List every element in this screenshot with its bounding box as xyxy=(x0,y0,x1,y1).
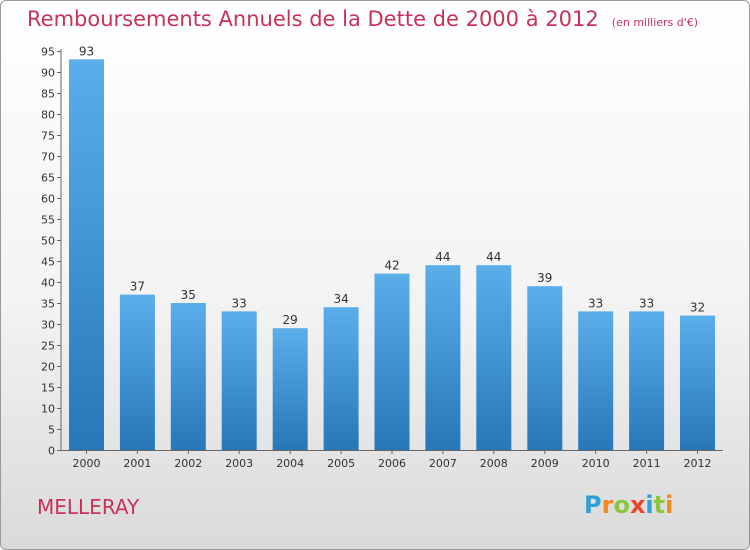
data-label-2002: 35 xyxy=(181,288,196,302)
chart-unit-note: (en milliers d'€) xyxy=(611,16,699,29)
bar-2012 xyxy=(680,315,715,450)
x-tick-label-2001: 2001 xyxy=(123,457,151,470)
x-tick-label-2009: 2009 xyxy=(531,457,559,470)
bar-2006 xyxy=(374,273,410,450)
y-tick-label: 30 xyxy=(41,319,55,332)
y-tick-label: 75 xyxy=(41,130,55,143)
bar-2009 xyxy=(527,286,563,450)
bar-2010 xyxy=(578,311,614,450)
logo-letter: x xyxy=(629,491,646,519)
logo-letter: t xyxy=(653,491,666,519)
logo-letter: r xyxy=(601,491,614,519)
x-tick-label-2011: 2011 xyxy=(633,457,661,470)
x-tick-label-2004: 2004 xyxy=(276,457,304,470)
data-label-2011: 33 xyxy=(639,296,654,310)
y-tick-label: 20 xyxy=(41,361,55,374)
y-tick-label: 10 xyxy=(41,403,55,416)
y-tick-label: 35 xyxy=(41,298,55,311)
y-tick-label: 25 xyxy=(41,340,55,353)
y-tick-label: 70 xyxy=(41,151,55,164)
data-label-2001: 37 xyxy=(130,280,145,294)
chart-title: Remboursements Annuels de la Dette de 20… xyxy=(27,7,698,31)
x-tick-label-2000: 2000 xyxy=(73,457,101,470)
y-tick-label: 65 xyxy=(41,172,55,185)
chart-bars xyxy=(69,59,715,451)
data-label-2006: 42 xyxy=(384,259,399,273)
logo-letter: P xyxy=(584,491,602,519)
x-tick-label-2002: 2002 xyxy=(174,457,202,470)
y-tick-label: 85 xyxy=(41,88,55,101)
bar-2007 xyxy=(425,265,461,450)
logo-letter: i xyxy=(645,491,654,519)
y-tick-label: 5 xyxy=(48,424,55,437)
data-label-2010: 33 xyxy=(588,296,603,310)
data-label-2000: 93 xyxy=(79,44,94,58)
x-tick-label-2007: 2007 xyxy=(429,457,457,470)
data-label-2005: 34 xyxy=(333,292,348,306)
bar-2008 xyxy=(476,265,512,450)
chart-axes: 0 5 10 15 20 25 30 35 40 45 50 55 60 65 70 75 80 85 90 95 20… xyxy=(41,46,723,470)
proxiti-logo: Proxiti xyxy=(584,491,673,519)
data-label-2003: 33 xyxy=(232,296,247,310)
y-tick-label: 0 xyxy=(48,445,55,458)
y-tick-label: 80 xyxy=(41,109,55,122)
y-tick-label: 40 xyxy=(41,277,55,290)
y-tick-label: 90 xyxy=(41,67,55,80)
y-tick-label: 60 xyxy=(41,193,55,206)
y-tick-label: 50 xyxy=(41,235,55,248)
y-tick-label: 95 xyxy=(41,46,55,59)
data-label-2008: 44 xyxy=(486,250,501,264)
data-label-2009: 39 xyxy=(537,271,552,285)
data-label-2012: 32 xyxy=(690,301,705,315)
y-tick-label: 45 xyxy=(41,256,55,269)
y-tick-label: 55 xyxy=(41,214,55,227)
x-tick-label-2012: 2012 xyxy=(684,457,712,470)
logo-letter: o xyxy=(613,491,630,519)
logo-letter: i xyxy=(665,491,674,519)
data-label-2004: 29 xyxy=(283,313,298,327)
bar-2002 xyxy=(170,303,206,450)
x-tick-label-2005: 2005 xyxy=(327,457,355,470)
bar-2003 xyxy=(221,311,257,450)
chart-title-text: Remboursements Annuels de la Dette de 20… xyxy=(27,7,599,31)
data-label-2007: 44 xyxy=(435,250,450,264)
town-name: MELLERAY xyxy=(37,495,140,519)
x-tick-label-2010: 2010 xyxy=(582,457,610,470)
bar-2000 xyxy=(69,59,104,451)
x-tick-label-2003: 2003 xyxy=(225,457,253,470)
chart-data-labels: 93 37 35 33 29 34 42 44 44 39 33 33 32 xyxy=(79,44,705,327)
y-tick-label: 15 xyxy=(41,382,55,395)
bar-2011 xyxy=(629,311,665,450)
bar-2004 xyxy=(272,328,308,450)
bar-2005 xyxy=(323,307,359,450)
x-tick-label-2008: 2008 xyxy=(480,457,508,470)
bar-2001 xyxy=(119,294,155,450)
x-tick-label-2006: 2006 xyxy=(378,457,406,470)
